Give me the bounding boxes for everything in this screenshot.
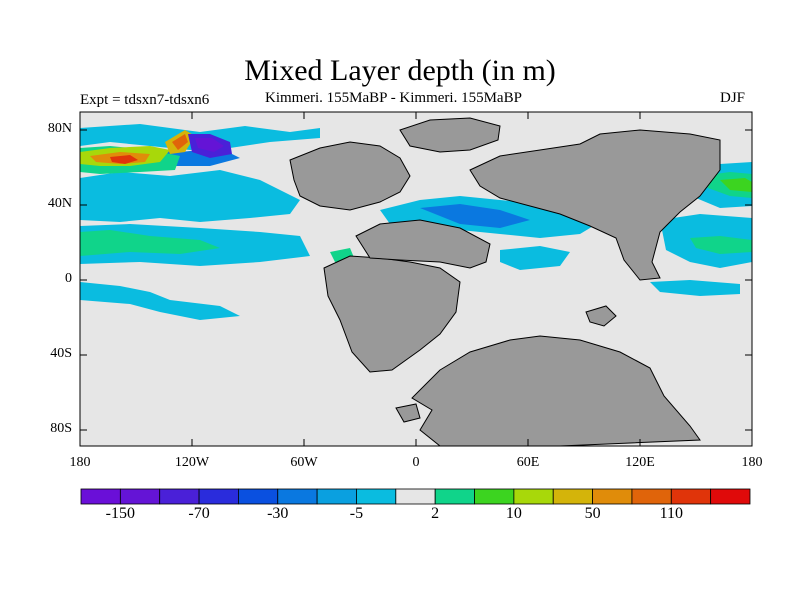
colorbar-swatch (552, 488, 593, 505)
anomaly-region-blue-tethys (420, 204, 530, 228)
anomaly-region-violet-arctic (195, 138, 224, 152)
latitude-label: 80S (50, 421, 72, 436)
landmass-australia (585, 305, 617, 327)
colorbar-swatch (356, 488, 397, 505)
anomaly-region-green-south-east (690, 236, 752, 254)
colorbar-label: -30 (267, 505, 289, 522)
anomaly-region-green-tropics (80, 230, 220, 256)
landmass-north-america (289, 141, 411, 211)
landmass-africa (355, 219, 491, 269)
anomaly-region-orange-arctic (172, 134, 188, 150)
longitude-label: 60W (290, 455, 318, 470)
longitude-label: 180 (69, 455, 91, 470)
latitude-label: 40N (47, 196, 72, 211)
anomaly-field (80, 117, 752, 446)
landmass-small-island (395, 403, 421, 423)
anomaly-region-cyan-south (80, 282, 240, 320)
colorbar-label: 2 (431, 505, 440, 522)
anomaly-region-red-northwest (110, 155, 138, 164)
colorbar-swatch (316, 488, 357, 505)
colorbar-swatch (238, 488, 279, 505)
anomaly-region-cyan-south-east (650, 280, 740, 296)
colorbar-swatch (710, 488, 751, 505)
landmass-eurasia (469, 129, 721, 281)
colorbar-swatch (592, 488, 633, 505)
experiment-label: Expt = tdsxn7-tdsxn6 (80, 92, 210, 108)
colorbar-swatch (119, 488, 161, 505)
map-title: Mixed Layer depth (in m) (244, 54, 556, 87)
colorbar-label: -70 (188, 505, 210, 522)
longitude-label: 0 (412, 455, 420, 470)
longitude-label: 60E (516, 455, 540, 470)
colorbar-swatch (434, 488, 475, 505)
landmass-greenland-arctic (399, 117, 501, 153)
anomaly-region-cyan-midlat (80, 170, 300, 222)
anomaly-region-bright-green-east (720, 178, 752, 192)
colorbar-swatch (277, 488, 318, 505)
longitude-label: 180 (741, 455, 763, 470)
latitude-label: 40S (50, 346, 72, 361)
colorbar-swatch (395, 488, 436, 505)
latitude-label: 80N (47, 121, 72, 136)
landmass-antarctica (411, 335, 701, 446)
colorbar-swatch (670, 488, 712, 505)
colorbar-label: 10 (505, 505, 522, 522)
colorbar-label: -5 (349, 505, 364, 522)
season-label: DJF (720, 90, 746, 106)
colorbar-label: -150 (105, 505, 135, 522)
latitude-label: 0 (65, 271, 72, 286)
longitude-label: 120W (174, 455, 210, 470)
colorbar (80, 488, 751, 505)
longitude-label: 120E (625, 455, 655, 470)
colorbar-label: 110 (659, 505, 683, 522)
colorbar-label: 50 (584, 505, 601, 522)
colorbar-swatch (198, 488, 239, 505)
colorbar-swatch (631, 488, 672, 505)
colorbar-swatch (513, 488, 554, 505)
experiment-description: Kimmeri. 155MaBP - Kimmeri. 155MaBP (265, 90, 522, 106)
colorbar-swatch (80, 488, 121, 505)
colorbar-swatch (159, 488, 200, 505)
axis-ticks (79, 112, 753, 446)
colorbar-swatch (474, 488, 515, 505)
anomaly-region-cyan-tropical-east (500, 246, 570, 270)
